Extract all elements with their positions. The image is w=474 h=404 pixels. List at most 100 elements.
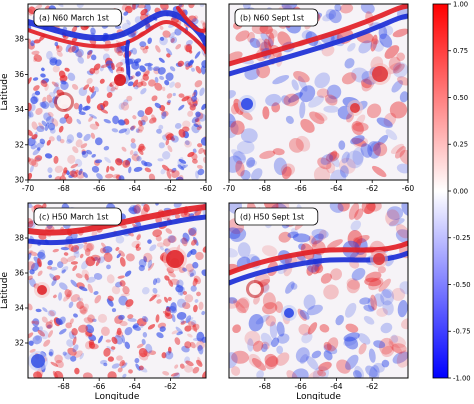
field-texture: [196, 340, 205, 350]
field-texture: [40, 79, 48, 88]
vorticity-field: [229, 4, 408, 180]
field-texture: [248, 314, 264, 332]
field-texture: [318, 229, 327, 241]
field-texture: [103, 145, 110, 151]
field-texture: [140, 80, 147, 87]
field-texture: [314, 263, 324, 274]
field-texture: [166, 101, 171, 106]
field-texture: [311, 233, 324, 245]
field-texture: [87, 283, 93, 294]
field-texture: [86, 77, 93, 85]
field-texture: [248, 353, 262, 368]
field-texture: [130, 142, 137, 149]
field-texture: [82, 105, 91, 111]
field-texture: [46, 139, 51, 146]
y-axis-label: Latitude: [0, 272, 10, 310]
field-texture: [380, 322, 393, 334]
field-texture: [229, 90, 236, 99]
field-texture: [155, 45, 161, 53]
field-texture: [236, 140, 255, 155]
field-texture: [73, 102, 80, 110]
field-texture: [59, 138, 65, 144]
field-texture: [85, 324, 95, 334]
gulf-stream-red: [229, 4, 408, 67]
field-texture: [383, 112, 397, 127]
field-texture: [247, 159, 258, 167]
field-texture: [75, 273, 83, 279]
field-texture: [196, 291, 201, 297]
field-texture: [79, 352, 85, 360]
field-texture: [48, 92, 56, 98]
field-texture: [167, 346, 172, 354]
field-texture: [111, 346, 116, 350]
field-texture: [399, 91, 408, 103]
field-texture: [121, 362, 128, 369]
field-texture: [171, 135, 179, 143]
field-texture: [102, 100, 109, 107]
field-texture: [138, 365, 144, 371]
colorbar-tick-label: -0.75: [453, 328, 471, 336]
field-texture: [194, 119, 201, 126]
field-texture: [195, 251, 204, 261]
y-tick-label: 36: [14, 70, 24, 79]
field-texture: [247, 338, 254, 352]
field-texture: [389, 101, 408, 119]
vorticity-field: [229, 203, 408, 378]
field-texture: [136, 234, 141, 241]
field-texture: [35, 142, 45, 149]
field-texture: [118, 314, 125, 320]
x-tick-label: -64: [330, 184, 342, 193]
field-texture: [29, 165, 34, 173]
field-texture: [46, 324, 52, 329]
field-texture: [39, 138, 46, 145]
field-texture: [28, 77, 32, 85]
field-texture: [156, 128, 162, 134]
field-texture: [326, 161, 336, 174]
vorticity-field: [28, 4, 206, 180]
eddy-blue: [284, 308, 294, 318]
field-texture: [301, 332, 313, 344]
panel-label-box: [234, 8, 319, 27]
field-texture: [37, 270, 43, 277]
field-texture: [323, 341, 332, 351]
field-texture: [151, 293, 161, 298]
field-texture: [178, 129, 186, 138]
field-texture: [272, 148, 285, 156]
field-texture: [86, 242, 95, 252]
field-texture: [94, 86, 99, 93]
field-texture: [29, 277, 36, 288]
field-texture: [168, 31, 176, 39]
x-tick-label: -68: [259, 184, 271, 193]
eddy-red-small: [37, 285, 47, 295]
field-texture: [54, 82, 60, 88]
field-texture: [264, 353, 278, 367]
field-texture: [71, 45, 79, 53]
field-texture: [317, 157, 332, 170]
field-texture: [171, 313, 176, 323]
x-tick-label: -62: [164, 184, 176, 193]
field-texture: [167, 99, 171, 104]
field-texture: [141, 338, 146, 345]
field-texture: [184, 44, 192, 53]
x-tick-label: -64: [129, 382, 141, 391]
field-texture: [106, 84, 116, 94]
field-texture: [141, 160, 148, 167]
field-texture: [368, 348, 376, 363]
field-texture: [65, 115, 73, 124]
field-texture: [149, 117, 157, 124]
field-texture: [317, 370, 327, 377]
field-texture: [149, 294, 157, 302]
field-texture: [122, 285, 130, 295]
field-texture: [328, 152, 340, 168]
field-texture: [380, 288, 395, 306]
field-texture: [61, 170, 67, 177]
field-texture: [397, 76, 408, 86]
field-texture: [133, 58, 142, 64]
field-texture: [240, 169, 251, 180]
field-texture: [84, 248, 91, 257]
eddy-blue: [241, 98, 253, 110]
field-texture: [139, 41, 147, 48]
field-texture: [78, 111, 86, 115]
field-texture: [339, 165, 349, 178]
